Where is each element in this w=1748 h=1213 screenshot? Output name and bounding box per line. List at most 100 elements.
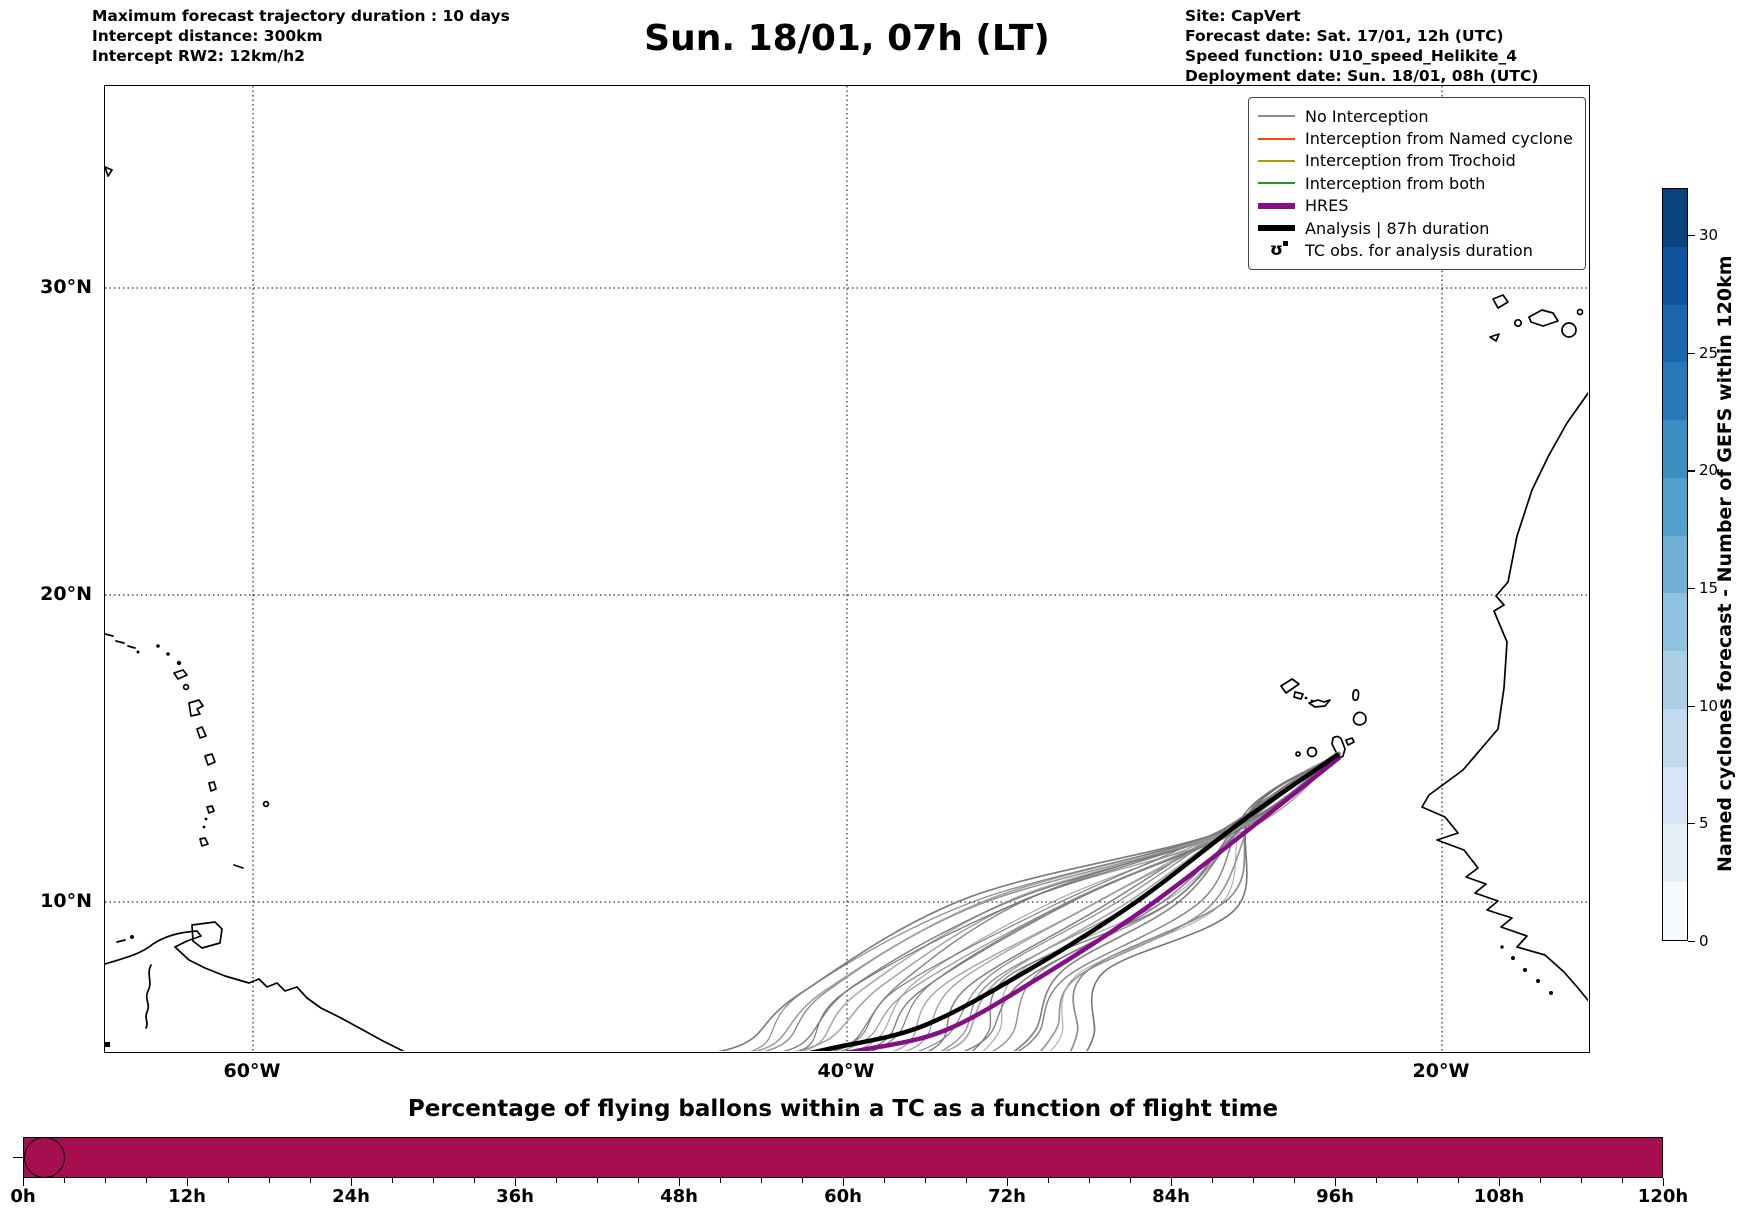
colorbar-step (1663, 651, 1687, 709)
colorbar-tick-label: 30 (1699, 226, 1719, 245)
legend-item: Analysis | 87h duration (1258, 217, 1577, 239)
gefs-trajectory (798, 754, 1338, 1051)
colorbar-step (1663, 708, 1687, 767)
time-major-tick (1663, 1178, 1665, 1186)
colorbar-step (1663, 362, 1687, 421)
time-tick-label: 108h (1473, 1186, 1525, 1207)
info-line: Intercept RW2: 12km/h2 (92, 47, 305, 65)
colorbar-tick (1688, 235, 1695, 237)
colorbar-tick (1688, 823, 1695, 825)
line-swatch-icon (1258, 202, 1295, 209)
colorbar-tick-label: 20 (1699, 461, 1719, 480)
colorbar-step (1663, 246, 1687, 305)
legend-item: Interception from Named cyclone (1258, 127, 1577, 149)
colorbar-tick (1688, 941, 1695, 943)
time-minor-tick (1581, 1178, 1583, 1183)
cape-verde-islands (1280, 678, 1367, 758)
tc-square-icon (1283, 241, 1289, 247)
legend-line-sample (1258, 137, 1295, 140)
time-minor-tick (884, 1178, 886, 1183)
time-tick-label: 0h (10, 1186, 36, 1207)
legend-line-sample (1258, 225, 1295, 232)
time-minor-tick (1048, 1178, 1050, 1183)
info-line: Deployment date: Sun. 18/01, 08h (UTC) (1185, 67, 1539, 85)
lon-tick-label: 40°W (817, 1060, 875, 1082)
time-minor-tick (1212, 1178, 1214, 1183)
bar-y-axis-tick (13, 1157, 23, 1159)
bermuda-islet (105, 166, 113, 177)
colorbar-tick-label: 15 (1699, 579, 1719, 597)
colorbar-step (1663, 420, 1687, 478)
time-tick-label: 24h (332, 1186, 370, 1207)
colorbar-step (1663, 824, 1687, 883)
gefs-trajectory (971, 754, 1340, 1051)
legend-label: TC obs. for analysis duration (1305, 241, 1533, 261)
colorbar-label: Named cyclones forecast - Number of GEFS… (1714, 255, 1736, 873)
colorbar-tick (1688, 588, 1695, 590)
colorbar-tick (1688, 705, 1695, 707)
gefs-trajectory (927, 751, 1339, 1051)
bar-chart-title: Percentage of flying ballons within a TC… (407, 1096, 1279, 1122)
time-tick-label: 72h (988, 1186, 1026, 1207)
time-minor-tick (146, 1178, 148, 1183)
line-swatch-icon (1258, 115, 1295, 118)
bijagos-islands (1500, 945, 1553, 995)
legend-item: HRES (1258, 195, 1577, 217)
info-line: Forecast date: Sat. 17/01, 12h (UTC) (1185, 27, 1504, 45)
legend-label: Interception from Trochoid (1305, 151, 1516, 171)
time-minor-tick (474, 1178, 476, 1183)
time-tick-label: 48h (660, 1186, 698, 1207)
time-minor-tick (1294, 1178, 1296, 1183)
time-minor-tick (1130, 1178, 1132, 1183)
time-minor-tick (310, 1178, 312, 1183)
legend-line-sample (1258, 182, 1295, 185)
south-america-coastline (105, 930, 405, 1051)
colorbar-step (1663, 189, 1687, 247)
colorbar-tick-label: 25 (1699, 343, 1719, 362)
caribbean-islands (105, 633, 270, 949)
time-minor-tick (802, 1178, 804, 1183)
canary-islands (1489, 294, 1584, 342)
legend-item: No Interception (1258, 105, 1577, 127)
colorbar-step (1663, 882, 1687, 940)
line-swatch-icon (1258, 182, 1295, 185)
graticule-gridlines (105, 86, 1588, 1051)
colorbar-tick-label: 10 (1699, 696, 1719, 715)
tc-symbol-icon: ʊ (1258, 241, 1295, 259)
tc-percentage-bar (23, 1137, 1663, 1178)
gefs-trajectory (763, 751, 1340, 1051)
analysis-trajectory (808, 752, 1341, 1051)
info-block-left: Maximum forecast trajectory duration : 1… (92, 6, 510, 66)
time-major-tick (679, 1178, 681, 1186)
colorbar-step (1663, 535, 1687, 594)
info-line: Site: CapVert (1185, 7, 1301, 25)
line-swatch-icon (1258, 225, 1295, 232)
colorbar-tick (1688, 470, 1695, 472)
time-minor-tick (269, 1178, 271, 1183)
gefs-trajectory (1017, 755, 1341, 1051)
time-minor-tick (966, 1178, 968, 1183)
colorbar-step (1663, 477, 1687, 536)
gefs-trajectory (752, 754, 1338, 1051)
time-minor-tick (638, 1178, 640, 1183)
time-major-tick (1171, 1178, 1173, 1186)
time-minor-tick (1089, 1178, 1091, 1183)
legend-item: ʊ TC obs. for analysis duration (1258, 239, 1577, 261)
colorbar-tick (1688, 352, 1695, 354)
time-major-tick (23, 1178, 25, 1186)
time-tick-label: 120h (1637, 1186, 1689, 1207)
time-major-tick (515, 1178, 517, 1186)
legend-item: Interception from Trochoid (1258, 150, 1577, 172)
legend-line-sample (1258, 115, 1295, 118)
time-major-tick (1007, 1178, 1009, 1186)
legend-line-sample (1258, 159, 1295, 162)
info-line: Speed function: U10_speed_Helikite_4 (1185, 47, 1518, 65)
hres-trajectory (843, 755, 1342, 1051)
trajectory-bundle (717, 751, 1342, 1051)
time-major-tick (351, 1178, 353, 1186)
time-minor-tick (1417, 1178, 1419, 1183)
lon-tick-label: 60°W (223, 1060, 281, 1082)
time-major-tick (187, 1178, 189, 1186)
colorbar-tick-label: 0 (1699, 932, 1709, 950)
